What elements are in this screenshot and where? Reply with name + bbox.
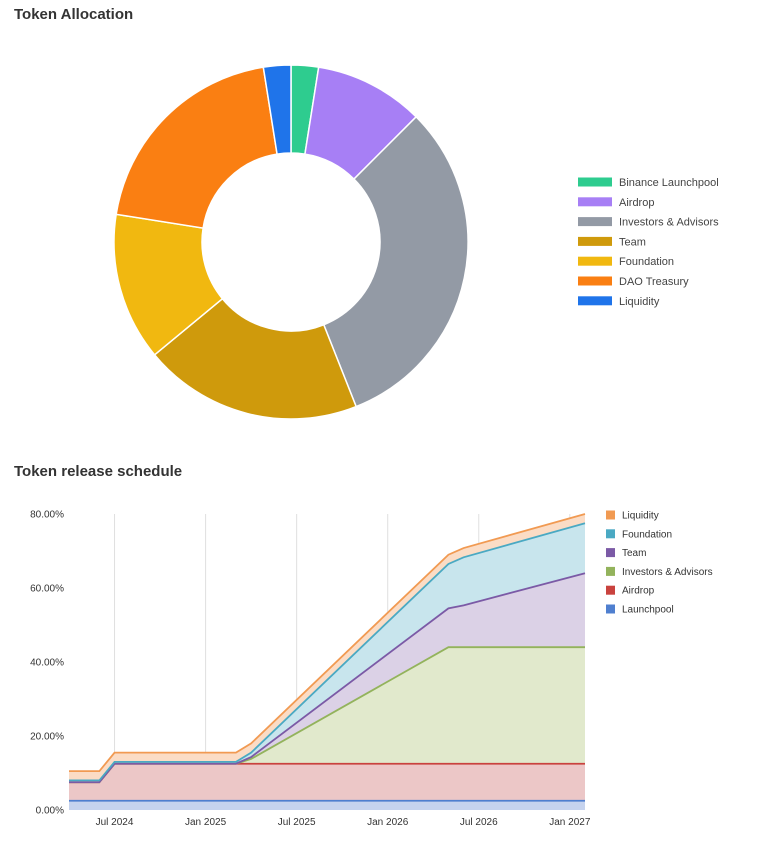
area-legend: Liquidity Foundation Team Investors & Advis… (606, 510, 713, 616)
x-tick-label: Jan 2026 (367, 817, 409, 828)
donut-legend: Binance Launchpool Airdrop Investors & Adv… (578, 177, 719, 308)
legend-label: Team (619, 236, 646, 248)
y-tick-label: 40.00% (30, 658, 64, 669)
legend-label: Investors & Advisors (622, 567, 713, 578)
legend-swatch (578, 256, 612, 266)
legend-label: Foundation (619, 256, 674, 268)
token-release-area-chart: 0.00% 20.00% 40.00% 60.00% 80.00% Jul 2024 Jan… (30, 510, 713, 829)
legend-label: Investors & Advisors (619, 217, 719, 229)
legend-item-investors-advisors[interactable]: Investors & Advisors (606, 566, 713, 578)
donut-slice-dao-treasury[interactable] (115, 66, 278, 229)
legend-label: Foundation (622, 529, 672, 540)
area-chart-title: Token release schedule (14, 463, 183, 480)
legend-label: Liquidity (619, 296, 660, 308)
donut-slice-investors-advisors[interactable] (322, 115, 469, 408)
legend-label: Liquidity (622, 511, 659, 522)
legend-swatch (606, 604, 615, 614)
area-fill-investors-advisors (69, 647, 585, 783)
legend-swatch (578, 217, 612, 227)
area-fill-liquidity (69, 514, 585, 781)
area-lines (69, 513, 586, 802)
series-line-liquidity[interactable] (69, 513, 586, 773)
donut-slice-liquidity[interactable] (262, 64, 292, 155)
legend-label: Airdrop (619, 197, 654, 209)
y-tick-label: 80.00% (30, 510, 64, 521)
area-fill-foundation (69, 523, 585, 783)
legend-swatch (606, 529, 615, 539)
legend-swatch (578, 197, 612, 207)
legend-swatch (578, 296, 612, 306)
legend-item-airdrop[interactable]: Airdrop (578, 197, 654, 209)
y-tick-label: 60.00% (30, 584, 64, 595)
legend-swatch (606, 510, 615, 520)
legend-item-liquidity[interactable]: Liquidity (578, 296, 660, 308)
legend-item-airdrop[interactable]: Airdrop (606, 585, 655, 597)
area-fill-team (69, 573, 585, 783)
legend-swatch (578, 236, 612, 246)
legend-label: DAO Treasury (619, 276, 689, 288)
legend-item-dao-treasury[interactable]: DAO Treasury (578, 276, 689, 288)
series-line-team[interactable] (69, 572, 586, 784)
legend-item-binance-launchpool[interactable]: Binance Launchpool (578, 177, 719, 189)
legend-label: Team (622, 548, 646, 559)
legend-item-team[interactable]: Team (606, 548, 646, 559)
x-tick-label: Jul 2025 (278, 817, 316, 828)
x-tick-label: Jan 2025 (185, 817, 227, 828)
legend-swatch (578, 177, 612, 187)
legend-item-liquidity[interactable]: Liquidity (606, 510, 659, 522)
area-axes: 0.00% 20.00% 40.00% 60.00% 80.00% Jul 2024 Jan… (30, 510, 591, 829)
donut-chart-title: Token Allocation (14, 6, 134, 23)
legend-label: Launchpool (622, 605, 674, 616)
donut-slices (113, 64, 469, 420)
y-tick-label: 20.00% (30, 732, 64, 743)
series-line-foundation[interactable] (69, 522, 586, 782)
token-allocation-donut-chart: Binance Launchpool Airdrop Investors & Adv… (113, 64, 719, 420)
legend-item-team[interactable]: Team (578, 236, 646, 248)
area-fills (69, 514, 585, 810)
legend-swatch (606, 585, 615, 595)
legend-swatch (606, 548, 615, 558)
legend-swatch (606, 566, 615, 576)
area-fill-airdrop (69, 763, 585, 801)
area-fill-launchpool (69, 800, 585, 810)
legend-item-launchpool[interactable]: Launchpool (606, 604, 674, 616)
legend-item-foundation[interactable]: Foundation (606, 529, 672, 540)
legend-swatch (578, 276, 612, 286)
legend-item-investors-advisors[interactable]: Investors & Advisors (578, 217, 719, 229)
donut-slice-team[interactable] (153, 297, 358, 420)
legend-label: Binance Launchpool (619, 177, 719, 189)
legend-label: Airdrop (622, 586, 655, 597)
x-tick-label: Jan 2027 (549, 817, 591, 828)
x-tick-label: Jul 2026 (460, 817, 498, 828)
x-tick-label: Jul 2024 (96, 817, 134, 828)
legend-item-foundation[interactable]: Foundation (578, 256, 674, 268)
y-tick-label: 0.00% (36, 806, 64, 817)
